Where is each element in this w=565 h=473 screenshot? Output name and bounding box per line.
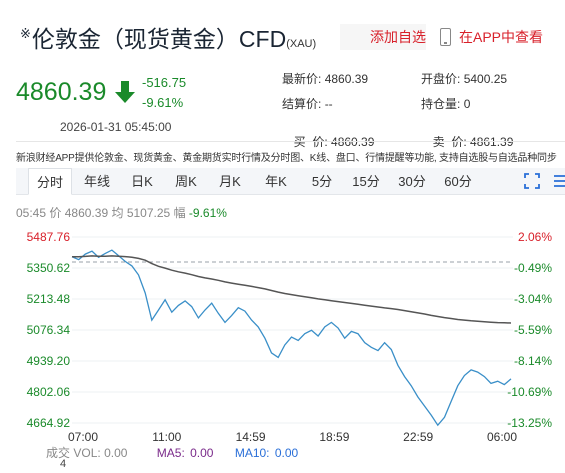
open-in-app-button[interactable]: 在APP中查看	[434, 24, 564, 50]
vol-label: VOL:	[73, 446, 101, 460]
open-in-app-label: 在APP中查看	[459, 29, 544, 45]
info-time: 05:45	[16, 206, 47, 220]
info-price-label: 价	[49, 206, 62, 220]
volume-axis-value: 4	[60, 458, 67, 470]
stat-sell-value: 4861.39	[470, 135, 514, 149]
price-change-pct: -9.61%	[142, 95, 184, 110]
tab-60min[interactable]: 60分	[444, 174, 472, 189]
tab-5min[interactable]: 5分	[311, 174, 333, 189]
x-tick-label: 14:59	[236, 430, 266, 444]
x-tick-label: 22:59	[403, 430, 433, 444]
title-code: (XAU)	[286, 38, 317, 50]
menu-icon[interactable]	[553, 174, 565, 188]
stat-sell-label: 卖 价:	[432, 135, 467, 149]
y-tick-right: -13.25%	[507, 416, 552, 430]
price-series-line	[71, 249, 512, 427]
y-tick-left: 4939.20	[27, 354, 71, 368]
stat-buy-label: 买 价:	[293, 135, 328, 149]
stat-latest-label: 最新价:	[282, 72, 322, 86]
info-amp: -9.61%	[188, 206, 227, 220]
divider	[16, 141, 565, 142]
tab-monthly-k[interactable]: 月K	[219, 174, 241, 189]
crosshair-info: 05:45 价 4860.39 均 5107.25 幅 -9.61%	[16, 204, 227, 221]
stat-latest-value: 4860.39	[324, 72, 369, 86]
title-prefix: ※	[20, 26, 31, 41]
ma5-label: MA5:	[156, 446, 185, 460]
y-tick-right: -10.69%	[507, 385, 552, 399]
stat-buy: 买 价: 4860.39	[287, 119, 375, 150]
title-text: 伦敦金（现货黄金）CFD	[31, 26, 287, 52]
app-notice: 新浪财经APP提供伦敦金、现货黄金、黄金期货实时行情及分时图、K线、盘口、行情提…	[16, 153, 557, 164]
instrument-title: ※伦敦金（现货黄金）CFD(XAU)	[20, 20, 316, 54]
stat-settle-label: 结算价:	[282, 97, 322, 111]
stat-settle-value: --	[324, 97, 333, 111]
intraday-chart[interactable]: 5487.76 5350.62 5213.48 5076.34 4939.20 4802.…	[0, 222, 565, 444]
volume-info: 成交 VOL: 0.00 MA5: 0.00 MA10: 0.00	[46, 444, 298, 461]
phone-icon	[440, 28, 451, 46]
fullscreen-icon[interactable]	[524, 173, 540, 189]
volume-title: 成交	[46, 446, 71, 460]
tab-yearly-k[interactable]: 年K	[265, 174, 287, 189]
y-tick-left: 5487.76	[27, 230, 71, 244]
period-tabs: 分时 年线 日K 周K 月K 年K 5分 15分 30分 60分	[16, 168, 565, 195]
x-tick-label: 11:00	[152, 430, 181, 444]
vol-value: 0.00	[104, 446, 128, 460]
add-favorite-button[interactable]: 添加自选	[340, 24, 426, 50]
y-tick-right: -0.49%	[514, 261, 552, 275]
info-avg-label: 均	[111, 206, 124, 220]
y-tick-left: 4802.06	[27, 385, 71, 399]
stat-hold-value: 0	[463, 97, 471, 111]
average-series-line	[72, 255, 512, 324]
info-amp-label: 幅	[173, 206, 186, 220]
price-change: -516.75	[142, 75, 187, 90]
header: ※伦敦金（现货黄金）CFD(XAU) 添加自选 在APP中查看	[0, 0, 565, 58]
info-avg: 5107.25	[126, 206, 171, 220]
y-tick-left: 4664.92	[27, 416, 71, 430]
tab-year-line[interactable]: 年线	[83, 174, 110, 189]
price-change-block: -516.75 -9.61%	[142, 73, 186, 113]
tab-30min[interactable]: 30分	[398, 174, 426, 189]
stat-hold: 持仓量: 0	[421, 95, 470, 112]
tab-weekly-k[interactable]: 周K	[175, 174, 197, 189]
stat-hold-label: 持仓量:	[421, 97, 461, 111]
stat-latest: 最新价: 4860.39	[282, 70, 368, 87]
y-tick-left: 5213.48	[27, 292, 71, 306]
down-arrow-icon	[115, 81, 135, 103]
x-tick-label: 18:59	[319, 430, 349, 444]
stat-open-value: 5400.25	[463, 72, 508, 86]
ma10-label: MA10:	[234, 446, 270, 460]
y-tick-left: 5350.62	[27, 261, 71, 275]
x-tick-label: 06:00	[487, 430, 517, 444]
x-tick-label: 07:00	[68, 430, 98, 444]
y-tick-right: -3.04%	[514, 292, 552, 306]
stat-settle: 结算价: --	[282, 95, 333, 112]
stat-buy-value: 4860.39	[331, 135, 375, 149]
info-price: 4860.39	[64, 206, 109, 220]
ma10-value: 0.00	[274, 446, 299, 460]
tab-15min[interactable]: 15分	[352, 174, 380, 189]
y-tick-right: -5.59%	[514, 323, 552, 337]
stat-open-label: 开盘价:	[421, 72, 461, 86]
stat-open: 开盘价: 5400.25	[421, 70, 507, 87]
tab-intraday[interactable]: 分时	[28, 168, 72, 195]
tab-daily-k[interactable]: 日K	[131, 174, 153, 189]
y-tick-right: 2.06%	[518, 230, 552, 244]
stat-sell: 卖 价: 4861.39	[426, 119, 514, 150]
current-price: 4860.39	[16, 78, 107, 106]
quote-timestamp: 2026-01-31 05:45:00	[60, 120, 172, 134]
ma5-value: 0.00	[190, 446, 214, 460]
y-tick-right: -8.14%	[514, 354, 552, 368]
y-tick-left: 5076.34	[27, 323, 71, 337]
